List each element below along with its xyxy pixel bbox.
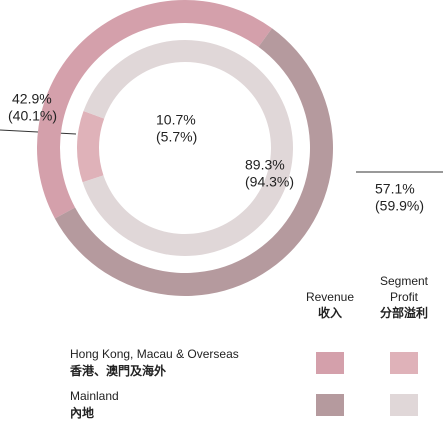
value-label: 42.9% (12, 91, 52, 107)
legend-header: Revenue (306, 290, 354, 304)
value-label: 57.1% (375, 181, 415, 197)
value-label: 10.7% (156, 112, 196, 128)
legend-swatch (390, 394, 418, 416)
legend-swatch (316, 352, 344, 374)
legend-label: 香港、澳門及海外 (69, 363, 166, 378)
legend-swatch (316, 394, 344, 416)
donut-segment (82, 40, 293, 257)
legend-header: Profit (390, 290, 419, 304)
legend-label: Mainland (70, 389, 119, 403)
value-label: 89.3% (245, 157, 285, 173)
legend-header: Segment (380, 274, 429, 288)
legend-header: 分部溢利 (380, 305, 428, 320)
legend-label: Hong Kong, Macau & Overseas (70, 347, 239, 361)
donut-segment (77, 111, 105, 183)
legend-label: 內地 (70, 405, 94, 420)
annotation: (59.9%) (375, 198, 424, 214)
legend-swatch (390, 352, 418, 374)
annotation: (94.3%) (245, 174, 294, 190)
annotation: (40.1%) (8, 108, 57, 124)
annotation: (5.7%) (156, 129, 197, 145)
legend-header: 收入 (318, 305, 342, 320)
donut-segment (36, 0, 272, 219)
